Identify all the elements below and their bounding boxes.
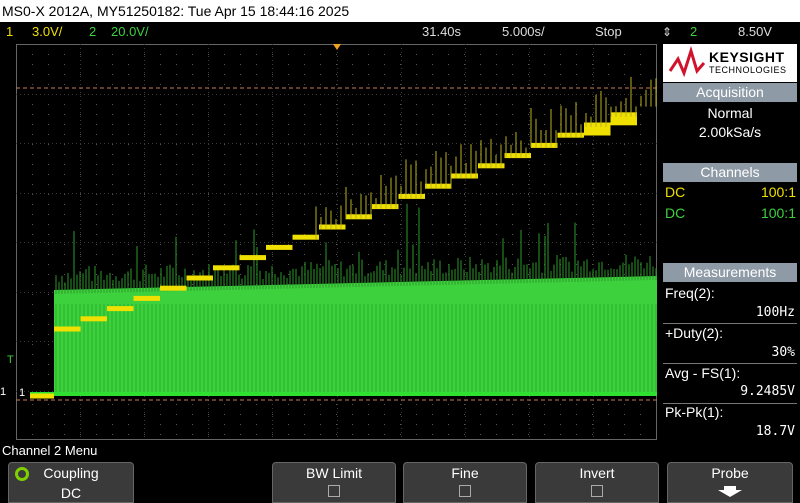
ch1-ground-marker[interactable]: 1 [0,386,6,398]
fine-softkey[interactable]: Fine [403,462,527,503]
ch1-step [584,122,611,136]
ch1-step [372,204,399,210]
probe-softkey[interactable]: Probe [667,462,793,503]
ch1-ground-label: 1 [0,386,7,398]
ch1-scale[interactable]: 3.0V/ [32,24,63,39]
bw-limit-checkbox[interactable] [328,485,340,497]
meas-avg-value: 9.2485V [740,384,795,399]
ch1-step [425,183,452,189]
status-bar: 1 3.0V/ 2 20.0V/ 31.40s 5.000s/ Stop ⇕ 2… [0,22,800,42]
coupling-value: DC [60,485,82,501]
ch1-step [30,393,54,399]
ch1-indicator[interactable]: 1 [6,24,14,39]
trigger-source[interactable]: 2 [690,24,698,39]
invert-label: Invert [579,465,615,481]
meas-pkpk-value: 18.7V [755,424,795,439]
meas-avg-label: Avg - FS(1): [665,365,741,381]
probe-label: Probe [711,465,749,481]
ch1-step [239,255,266,261]
trigger-edge-icon: ⇕ [662,25,673,39]
coupling-softkey[interactable]: Coupling DC [8,462,134,503]
fine-label: Fine [451,465,479,481]
ch1-coupling: DC [665,184,686,200]
ch1-trace [30,76,657,399]
ch1-step [107,306,134,312]
ch1-step [531,142,558,148]
ch1-step [54,326,81,332]
logo-sub: TECHNOLOGIES [709,65,787,75]
bw-limit-softkey[interactable]: BW Limit [272,462,396,503]
meas-divider [663,323,797,324]
submenu-arrow-icon [718,486,742,497]
window-title: MS0-X 2012A, MY51250182: Tue Apr 15 18:4… [0,0,800,22]
bw-limit-label: BW Limit [306,465,362,481]
run-state[interactable]: Stop [595,24,622,39]
meas-divider [663,403,797,404]
rotate-knob-icon [15,467,29,481]
keysight-logo: KEYSIGHT TECHNOLOGIES [663,44,797,82]
keysight-wave-icon [668,45,706,78]
ch1-step [186,275,213,281]
ch2-scale[interactable]: 20.0V/ [111,24,149,39]
trigger-level[interactable]: 8.50V [738,24,772,39]
ch1-step [451,173,478,179]
logo-brand: KEYSIGHT [709,49,785,65]
channels-header[interactable]: Channels [663,163,797,182]
ch1-step [610,112,637,126]
ch2-trace [30,203,657,396]
ch1-step [160,285,187,291]
menu-title: Channel 2 Menu [2,443,98,458]
acquisition-mode: Normal [707,105,753,121]
meas-pkpk-label: Pk-Pk(1): [665,404,724,420]
coupling-label: Coupling [43,465,99,481]
ch1-step [80,316,107,322]
invert-checkbox[interactable] [591,485,603,497]
ch2-indicator[interactable]: 2 [89,24,97,39]
ch1-step [504,153,531,159]
ch1-step [213,265,240,271]
waveform-display[interactable] [16,44,657,440]
ch1-step [133,295,160,301]
timebase[interactable]: 5.000s/ [502,24,545,39]
fine-checkbox[interactable] [459,485,471,497]
meas-divider [663,363,797,364]
side-panel: KEYSIGHT TECHNOLOGIES Acquisition Normal… [660,44,800,440]
ch1-step [266,244,293,250]
meas-duty-value: 30% [771,345,795,360]
ch1-step [398,193,425,199]
meas-freq-label: Freq(2): [665,285,715,301]
ch1-probe: 100:1 [760,184,796,200]
ch2-baseline [30,392,657,396]
ch2-probe: 100:1 [760,205,796,221]
trigger-level-marker[interactable]: T [7,354,14,366]
acquisition-header[interactable]: Acquisition [663,83,797,102]
acquisition-rate: 2.00kSa/s [698,124,762,140]
ch1-ground-label-right: 1 [19,387,26,399]
measurements-header[interactable]: Measurements [663,263,797,282]
meas-duty-label: +Duty(2): [665,325,723,341]
invert-softkey[interactable]: Invert [535,462,659,503]
ch1-step [292,234,319,240]
ch1-step [319,224,346,230]
horizontal-delay[interactable]: 31.40s [422,24,462,39]
ch1-step [345,214,372,220]
meas-freq-value: 100Hz [755,305,795,320]
ch2-coupling: DC [665,205,686,221]
